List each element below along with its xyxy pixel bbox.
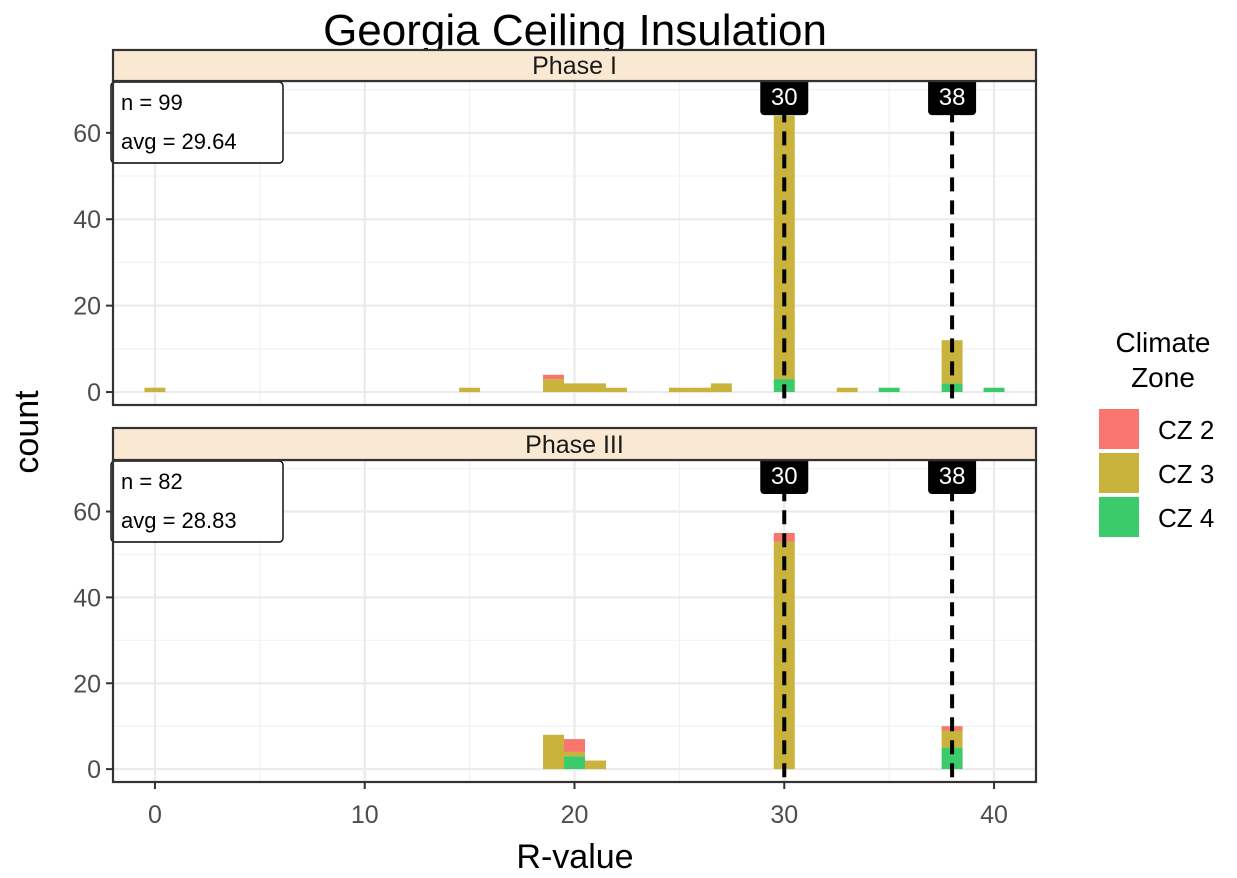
bar-cz4 bbox=[878, 387, 900, 393]
bar-cz3 bbox=[710, 383, 732, 393]
bar-cz3 bbox=[564, 751, 585, 757]
legend-label: CZ 2 bbox=[1158, 415, 1214, 445]
legend-entries: CZ 2 CZ 3 CZ 4 bbox=[1099, 409, 1214, 537]
y-tick-label: 20 bbox=[73, 293, 101, 321]
x-tick-label: 0 bbox=[148, 801, 162, 829]
bar-cz3 bbox=[144, 387, 166, 393]
bar-cz3 bbox=[836, 387, 858, 393]
reference-label: 30 bbox=[771, 84, 798, 111]
bar-cz3 bbox=[668, 387, 690, 393]
y-tick-label: 60 bbox=[73, 499, 101, 527]
y-axis-label: count bbox=[8, 390, 46, 474]
annotation-avg: avg = 29.64 bbox=[121, 129, 237, 154]
y-tick-label: 60 bbox=[73, 120, 101, 148]
reference-label-box bbox=[928, 456, 977, 495]
strip-label: Phase III bbox=[525, 431, 624, 459]
panel-phase-3: 30 38 n = 82 avg = 28.83 0 20 40 60 Phase III bbox=[73, 426, 1038, 784]
x-tick-label: 30 bbox=[770, 801, 798, 829]
x-axis: 0 10 20 30 40 bbox=[148, 782, 1008, 829]
strip bbox=[111, 426, 1038, 462]
bar-cz3 bbox=[543, 734, 565, 770]
reference-label-box bbox=[760, 77, 809, 116]
annotation-n: n = 82 bbox=[121, 469, 183, 494]
legend-swatch bbox=[1099, 409, 1139, 449]
bar-cz3 bbox=[689, 387, 711, 393]
legend-label: CZ 3 bbox=[1158, 459, 1214, 489]
x-axis-label: R-value bbox=[516, 838, 633, 876]
reference-label-box bbox=[928, 77, 977, 116]
bar-cz2 bbox=[543, 374, 565, 380]
bar-cz3 bbox=[584, 383, 606, 393]
y-tick-label: 0 bbox=[87, 379, 101, 407]
legend-title-line-2: Zone bbox=[1131, 362, 1195, 393]
legend-swatch bbox=[1099, 453, 1139, 493]
annotation-n: n = 99 bbox=[121, 90, 183, 115]
legend-swatch bbox=[1099, 497, 1139, 537]
reference-label: 38 bbox=[939, 84, 966, 111]
bar-cz4 bbox=[983, 387, 1005, 393]
y-tick-label: 40 bbox=[73, 206, 101, 234]
bar-cz4 bbox=[564, 756, 585, 770]
strip bbox=[111, 48, 1038, 83]
bar-cz3 bbox=[941, 730, 963, 748]
legend-title-line-1: Climate bbox=[1116, 327, 1211, 358]
y-tick-label: 0 bbox=[87, 756, 101, 784]
legend: Climate Zone CZ 2 CZ 3 CZ 4 bbox=[1099, 327, 1214, 537]
legend-label: CZ 4 bbox=[1158, 503, 1214, 533]
panel-phase-1: 30 38 n = 99 avg = 29.64 0 20 40 60 Phase I bbox=[73, 48, 1038, 407]
x-tick-label: 20 bbox=[561, 801, 589, 829]
y-tick-label: 40 bbox=[73, 584, 101, 612]
reference-label: 38 bbox=[939, 463, 966, 490]
x-tick-label: 40 bbox=[980, 801, 1008, 829]
bar-cz3 bbox=[564, 383, 585, 393]
bar-cz3 bbox=[605, 387, 627, 393]
y-tick-label: 20 bbox=[73, 670, 101, 698]
bar-cz3 bbox=[584, 760, 606, 770]
annotation-avg: avg = 28.83 bbox=[121, 508, 237, 533]
x-tick-label: 10 bbox=[351, 801, 379, 829]
bar-cz4 bbox=[941, 747, 963, 770]
bar-cz3 bbox=[543, 379, 565, 393]
reference-label-box bbox=[760, 456, 809, 495]
bar-cz2 bbox=[564, 739, 585, 752]
bar-cz3 bbox=[459, 387, 481, 393]
reference-label: 30 bbox=[771, 463, 798, 490]
strip-label: Phase I bbox=[532, 52, 617, 80]
chart-title: Georgia Ceiling Insulation bbox=[323, 6, 827, 55]
